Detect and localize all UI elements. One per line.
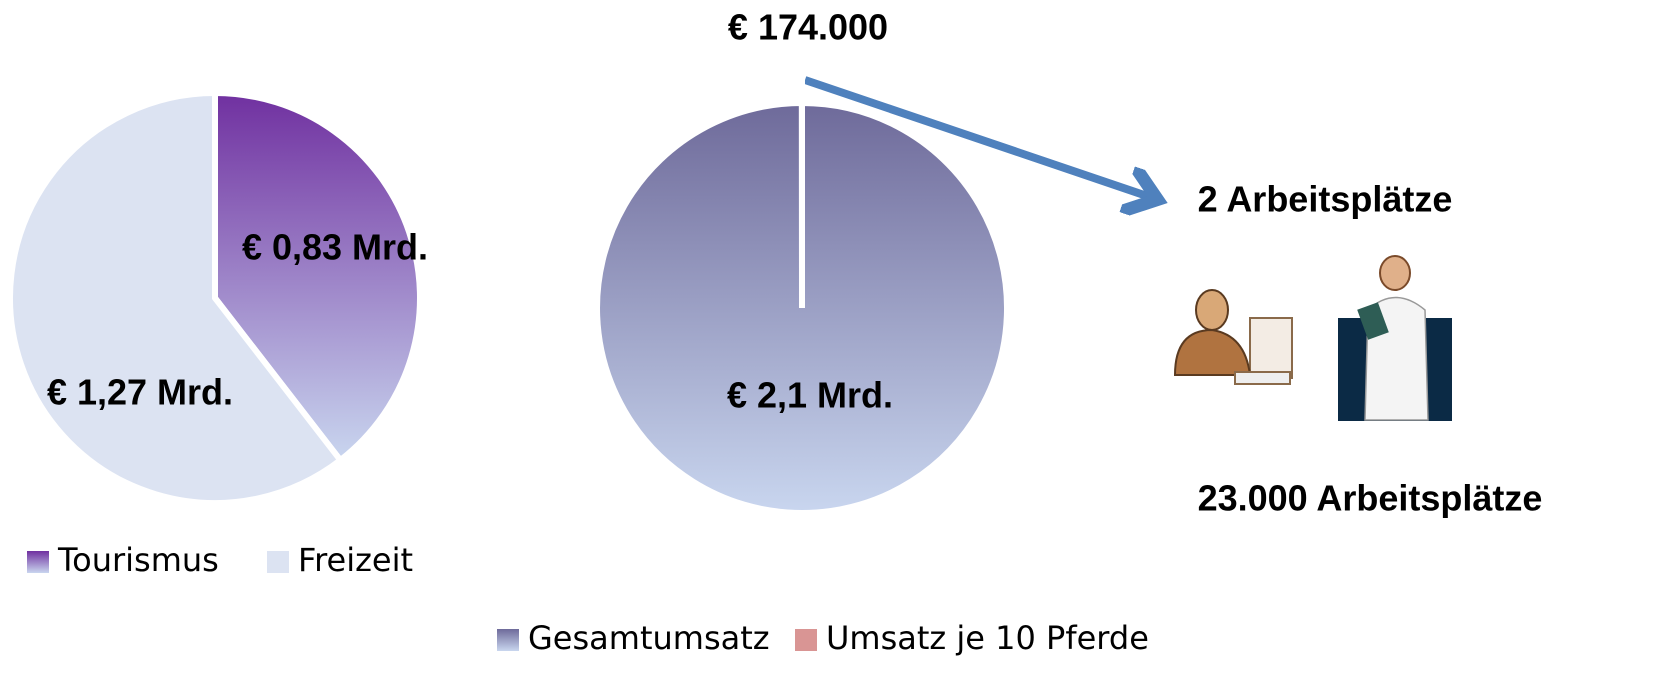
legend-label: Freizeit bbox=[298, 541, 413, 579]
legend-swatch bbox=[795, 629, 817, 651]
data-label: € 2,1 Mrd. bbox=[727, 375, 893, 416]
legend-label: Gesamtumsatz bbox=[528, 619, 770, 657]
office-icon bbox=[1175, 290, 1292, 384]
doctor-icon bbox=[1338, 256, 1452, 421]
annotation: 2 Arbeitsplätze bbox=[1198, 179, 1453, 220]
legend-swatch bbox=[497, 629, 519, 651]
legend-label: Tourismus bbox=[57, 541, 219, 579]
data-label: € 1,27 Mrd. bbox=[47, 372, 233, 413]
data-label: € 0,83 Mrd. bbox=[242, 227, 428, 268]
legend-swatch bbox=[267, 551, 289, 573]
legend-swatch bbox=[27, 551, 49, 573]
chart: 2 Arbeitsplätze 23.000 Arbeitsplätze € 0… bbox=[0, 0, 1664, 699]
legend-label: Umsatz je 10 Pferde bbox=[826, 619, 1149, 657]
data-label: € 174.000 bbox=[728, 7, 888, 48]
page: {"chart_data": [ {"type": "pie", "series… bbox=[0, 0, 1664, 699]
annotation: 23.000 Arbeitsplätze bbox=[1198, 478, 1543, 519]
